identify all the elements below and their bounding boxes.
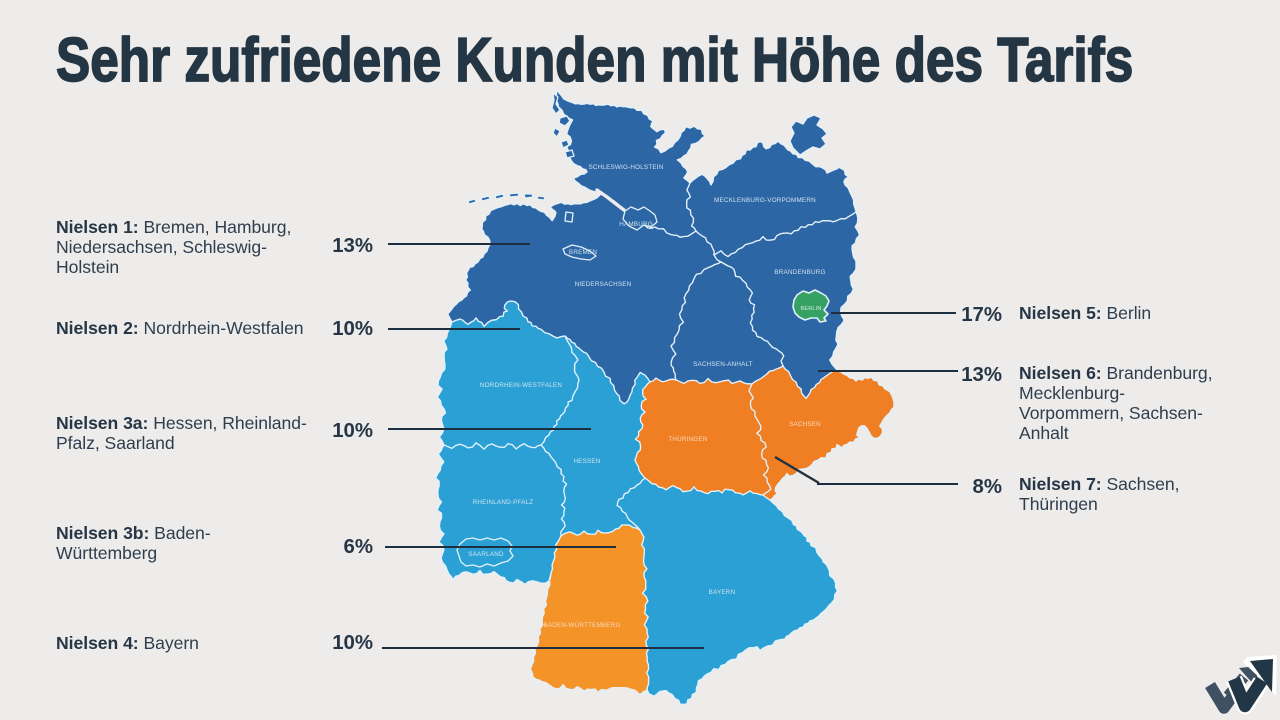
svg-text:SACHSEN-ANHALT: SACHSEN-ANHALT (693, 361, 753, 368)
svg-text:BRANDENBURG: BRANDENBURG (774, 269, 825, 276)
svg-text:SACHSEN: SACHSEN (789, 421, 821, 428)
svg-text:BAYERN: BAYERN (709, 589, 736, 596)
svg-text:HAMBURG: HAMBURG (619, 221, 653, 228)
svg-text:THÜRINGEN: THÜRINGEN (668, 435, 707, 443)
svg-text:SAARLAND: SAARLAND (468, 551, 504, 558)
svg-text:MECKLENBURG-VORPOMMERN: MECKLENBURG-VORPOMMERN (714, 197, 816, 204)
svg-text:BERLIN: BERLIN (800, 306, 821, 312)
svg-text:HESSEN: HESSEN (573, 458, 600, 465)
svg-text:RHEINLAND-PFALZ: RHEINLAND-PFALZ (473, 499, 534, 506)
svg-text:BREMEN: BREMEN (569, 249, 597, 256)
svg-text:SCHLESWIG-HOLSTEIN: SCHLESWIG-HOLSTEIN (589, 164, 664, 171)
svg-text:NORDRHEIN-WESTFALEN: NORDRHEIN-WESTFALEN (480, 382, 562, 389)
svg-text:BADEN-WÜRTTEMBERG: BADEN-WÜRTTEMBERG (543, 621, 620, 629)
svg-text:NIEDERSACHSEN: NIEDERSACHSEN (575, 281, 632, 288)
